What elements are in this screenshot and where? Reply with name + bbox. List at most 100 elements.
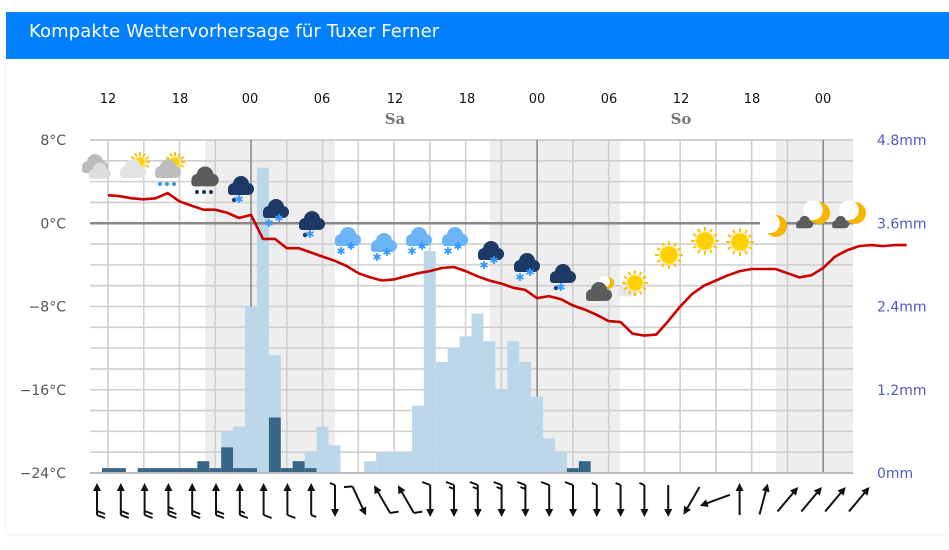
precip-bar [400, 452, 412, 473]
wind-barb-icon [699, 493, 731, 507]
wind-barb-icon [212, 483, 225, 519]
precip-bar [233, 426, 246, 473]
wind-barb-icon [93, 483, 106, 519]
precip-bar [423, 251, 436, 473]
time-tick-label: 06 [314, 92, 331, 107]
heavy-snow-icon: ✱ ✱ [478, 241, 504, 272]
wind-barb-icon [397, 485, 423, 514]
sunny-cloud-icon [617, 270, 648, 297]
time-tick-label: 12 [673, 92, 690, 107]
wind-barb-icon [517, 481, 530, 517]
svg-text:✱: ✱ [372, 251, 381, 264]
precip-bar [328, 445, 341, 473]
time-tick-label: 00 [242, 92, 259, 107]
precip-bar [245, 306, 257, 473]
time-tick-label: 18 [744, 92, 761, 107]
precip-bar-dark [292, 461, 305, 473]
wind-barb-icon [307, 483, 317, 518]
precip-tick-label: 2.4mm [877, 300, 927, 316]
wind-barb-icon [116, 483, 130, 519]
svg-text:✱: ✱ [336, 245, 345, 258]
precip-bar-dark [102, 468, 114, 473]
wind-barb-icon [235, 483, 249, 519]
precip-bar [531, 396, 544, 473]
time-tick-label: 12 [100, 92, 117, 107]
cloud-drizzle-icon [191, 166, 219, 194]
wind-barb-icon [469, 481, 482, 517]
wind-barb-icon [421, 481, 435, 517]
svg-text:✱: ✱ [525, 266, 534, 279]
temperature-line [107, 191, 907, 337]
precip-tick-label: 4.8mm [877, 133, 927, 149]
wind-barb-icon [591, 482, 601, 517]
precip-bar [268, 355, 281, 473]
cloudy-icon [82, 154, 111, 179]
time-axis-labels: 12 18 00 06 12 Sa 18 00 06 12 So 18 00 [100, 92, 832, 128]
wind-barb-icon [164, 483, 177, 519]
precip-bar-dark [221, 447, 234, 473]
temperature-tick-label: −16°C [20, 383, 67, 399]
precip-bar [435, 362, 448, 473]
precip-bar [554, 452, 567, 473]
partly-sunny-cloud-icon [120, 152, 150, 178]
wind-barb-icon [374, 485, 399, 514]
precip-bar [507, 341, 520, 473]
wind-barb-icon [800, 486, 822, 513]
precip-bar [471, 313, 484, 473]
precip-bar [543, 438, 555, 473]
precip-bar [447, 348, 460, 473]
time-tick-label: 18 [172, 92, 189, 107]
sunny-icon [655, 241, 683, 269]
precip-bar [459, 336, 472, 473]
light-snow-icon: ✱ ✱ [406, 227, 432, 258]
precip-bar-dark [233, 468, 246, 473]
widget-title: Kompakte Wettervorhersage für Tuxer Fern… [29, 21, 440, 42]
svg-text:✱: ✱ [556, 281, 565, 294]
precip-bar-dark [137, 468, 150, 473]
wind-barb-icon [735, 483, 744, 515]
precipitation-axis-labels: 4.8mm 3.6mm 2.4mm 1.2mm 0mm [877, 133, 927, 482]
wind-barb-icon [188, 483, 201, 519]
wind-barb-icon [140, 483, 153, 519]
time-tick-label: 00 [529, 92, 546, 107]
night-cloud-moon-icon [796, 200, 830, 229]
light-snow-icon: ✱ ✱ [335, 227, 361, 258]
day-label: Sa [385, 110, 406, 128]
precip-bar [411, 405, 424, 473]
time-tick-label: 18 [459, 92, 476, 107]
precip-bar-dark [578, 461, 591, 473]
wind-barb-icon [615, 482, 625, 517]
chart-grid [90, 139, 853, 474]
svg-text:✱: ✱ [479, 259, 488, 272]
time-tick-label: 06 [601, 92, 618, 107]
precip-bar [483, 341, 496, 473]
precip-bar [364, 461, 377, 473]
svg-text:✱: ✱ [264, 217, 273, 230]
night-partly-cloudy-icon [586, 276, 614, 301]
precip-bar-dark [173, 468, 186, 473]
chart-axes [90, 221, 853, 474]
wind-barb-icon [564, 481, 577, 517]
wind-barb-icon [493, 481, 506, 517]
precip-bar [519, 362, 532, 473]
precip-bar-dark [566, 468, 579, 473]
precip-tick-label: 1.2mm [877, 383, 927, 399]
wind-barb-icon [848, 486, 870, 513]
temperature-tick-label: −8°C [29, 300, 67, 316]
svg-text:✱: ✱ [274, 212, 283, 225]
wind-barb-icon [540, 481, 554, 517]
precip-bar-dark [149, 468, 162, 473]
precip-bar [304, 452, 317, 473]
wind-barb-icon [329, 482, 339, 517]
night-cloud-sleet-icon: ✱ [228, 176, 254, 206]
light-snow-icon: ✱ ✱ [371, 233, 397, 264]
precip-bar [495, 389, 508, 473]
wind-barb-icon [758, 483, 770, 515]
precip-bar-dark [185, 468, 198, 473]
wind-barb-icon [776, 486, 799, 513]
wind-barb-icon [639, 482, 649, 517]
precip-bar [388, 452, 400, 473]
svg-text:✱: ✱ [234, 193, 243, 206]
precip-bar-dark [161, 468, 174, 473]
